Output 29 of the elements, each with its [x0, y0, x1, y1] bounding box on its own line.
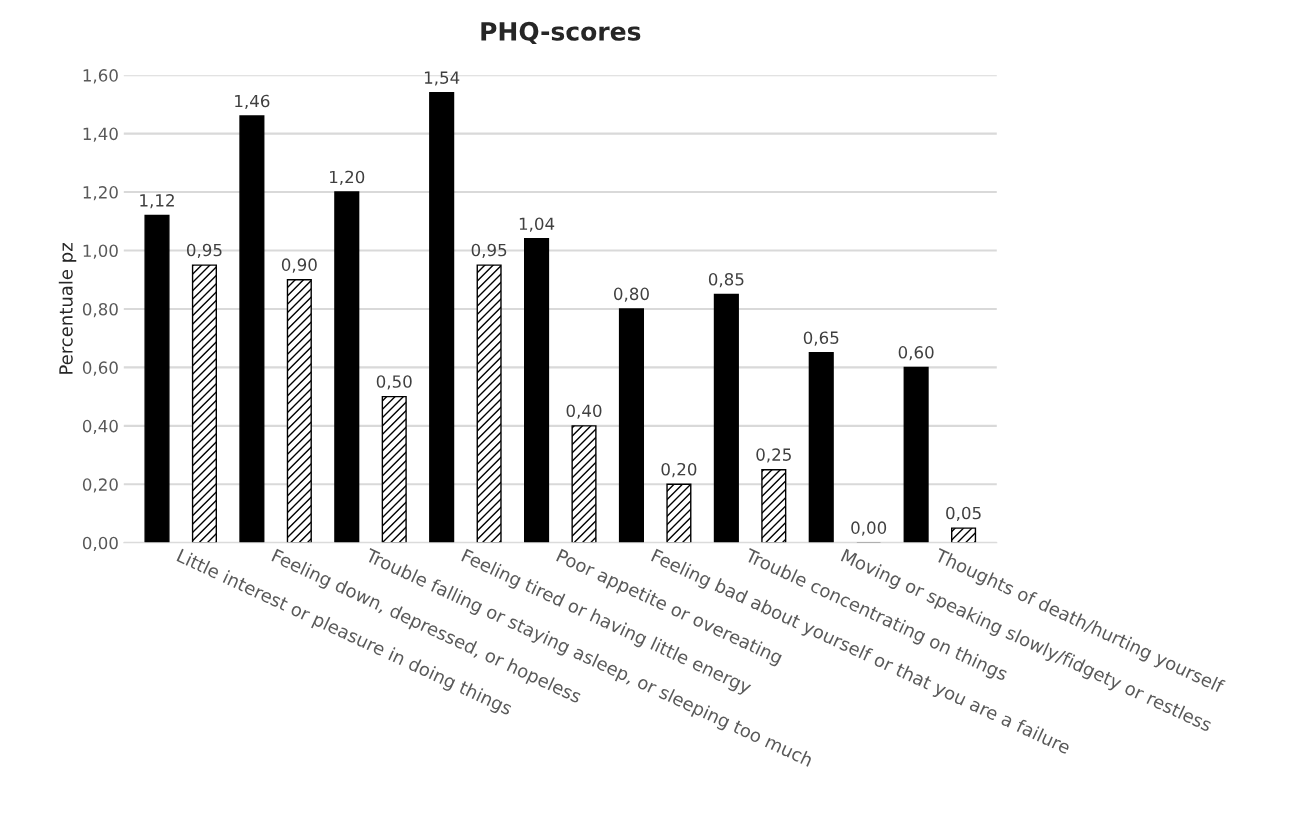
y-tick-label: 1,60: [83, 69, 118, 84]
data-label: 1,46: [235, 94, 270, 109]
y-tick-label: 0,40: [82, 419, 118, 435]
data-label: 1,54: [424, 71, 460, 86]
data-label: 0,05: [946, 506, 981, 522]
data-label: 0,80: [614, 287, 649, 302]
data-label: 0,60: [898, 346, 934, 361]
y-tick-label: 1,40: [83, 127, 118, 142]
chart-title: PHQ-scores: [481, 21, 641, 45]
y-tick-label: 0,20: [82, 478, 118, 493]
data-label: 1,04: [519, 217, 555, 232]
y-axis-title: Percentuale pz: [58, 243, 77, 374]
data-label: 0,65: [803, 331, 839, 346]
data-label: 0,00: [851, 521, 887, 536]
data-label: 0,85: [708, 272, 744, 288]
data-label: 1,12: [140, 194, 174, 209]
data-label: 0,25: [756, 448, 791, 463]
data-label: 0,90: [281, 258, 317, 273]
data-label: 0,95: [471, 243, 507, 259]
data-label: 0,95: [186, 243, 222, 259]
data-label: 0,50: [376, 375, 412, 390]
y-tick-label: 0,00: [82, 536, 118, 552]
y-tick-label: 1,00: [83, 244, 118, 259]
y-tick-label: 0,60: [82, 361, 118, 376]
data-label: 1,20: [330, 170, 365, 185]
data-label: 0,20: [661, 462, 697, 478]
data-label: 0,40: [566, 404, 602, 419]
y-tick-label: 0,80: [82, 302, 118, 318]
y-tick-label: 1,20: [83, 186, 118, 201]
